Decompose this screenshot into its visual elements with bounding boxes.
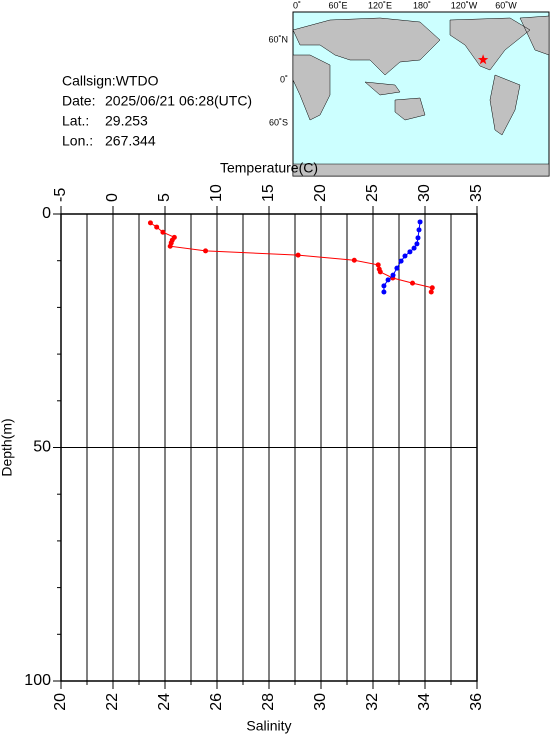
x2-tick-label: 5	[156, 193, 173, 202]
x2-tick-label: 25	[364, 184, 381, 202]
station-marker	[477, 54, 489, 65]
plot-frame	[60, 213, 478, 682]
data-point	[417, 219, 423, 225]
x-axis-label: Salinity	[246, 718, 291, 734]
x-tick-label: 22	[104, 693, 121, 711]
date: 2025/06/21 06:28(UTC)	[105, 93, 252, 109]
data-point	[398, 258, 404, 264]
data-point	[381, 283, 387, 289]
data-point	[407, 249, 413, 255]
data-point	[402, 253, 408, 259]
label: Lon.:	[62, 133, 93, 149]
x-tick-label: 24	[156, 693, 173, 711]
lon: 267.344	[105, 133, 156, 149]
data-point	[390, 272, 396, 278]
data-point	[147, 220, 153, 226]
data-point	[385, 277, 391, 283]
map-lon-label: 60˚W	[495, 0, 517, 10]
map-lat-label: 60˚S	[269, 117, 288, 127]
y-tick-label: 100	[24, 672, 51, 689]
map-lon-label: 120˚W	[451, 0, 478, 10]
x2-tick-label: 15	[260, 184, 277, 202]
data-point	[295, 252, 301, 258]
label: Lat.:	[62, 113, 89, 129]
data-point	[203, 248, 209, 254]
data-point	[428, 289, 434, 295]
data-point	[394, 265, 400, 271]
x2-tick-label: -5	[52, 188, 69, 202]
map-land	[292, 15, 550, 177]
map-lon-label: 0˚	[293, 0, 301, 10]
x-tick-label: 28	[260, 693, 277, 711]
data-point	[160, 229, 166, 235]
map-lat-label: 60˚N	[268, 34, 288, 44]
data-point	[351, 257, 357, 263]
x2-tick-label: 0	[104, 193, 121, 202]
data-point	[167, 243, 173, 249]
data-point	[375, 262, 381, 268]
x-tick-label: 34	[416, 693, 433, 711]
callsign: Callsign:WTDO	[62, 73, 159, 89]
lat: 29.253	[105, 113, 148, 129]
map: 0˚ 60˚E 120˚E 180˚ 120˚W 60˚W 60˚N 0˚ 60…	[268, 0, 550, 177]
data-point	[416, 227, 422, 233]
label: Date:	[62, 93, 95, 109]
data-point	[414, 241, 420, 247]
profile-line	[150, 222, 433, 293]
data-point	[154, 224, 160, 230]
info: Callsign:WTDO Date: 2025/06/21 06:28(UTC…	[62, 73, 252, 149]
chart: 20 22 24 26 28 30 32 34 36-5 0 5 10 15 20 25 30 35050100…	[0, 160, 485, 734]
x2-axis-label: Temperature(C)	[220, 160, 318, 176]
data-point	[411, 245, 417, 251]
map-lon-label: 180˚	[413, 0, 431, 10]
x2-tick-label: 30	[416, 184, 433, 202]
x-tick-label: 20	[52, 693, 69, 711]
map-lon-label: 120˚E	[368, 0, 392, 10]
data-point	[415, 235, 421, 241]
data-point	[381, 289, 387, 295]
y-tick-label: 0	[42, 205, 51, 222]
data-point	[429, 285, 435, 291]
y-axis-label: Depth(m)	[0, 418, 15, 476]
x2-tick-label: 35	[468, 184, 485, 202]
data-point	[410, 280, 416, 286]
map-lon-label: 60˚E	[328, 0, 347, 10]
x2-tick-label: 10	[208, 184, 225, 202]
map-lat-label: 0˚	[280, 74, 288, 84]
x-tick-label: 26	[208, 693, 225, 711]
x-tick-label: 36	[468, 693, 485, 711]
y-tick-label: 50	[33, 439, 51, 456]
x-tick-label: 30	[312, 693, 329, 711]
x-tick-label: 32	[364, 693, 381, 711]
x2-tick-label: 20	[312, 184, 329, 202]
data-point	[377, 269, 383, 275]
